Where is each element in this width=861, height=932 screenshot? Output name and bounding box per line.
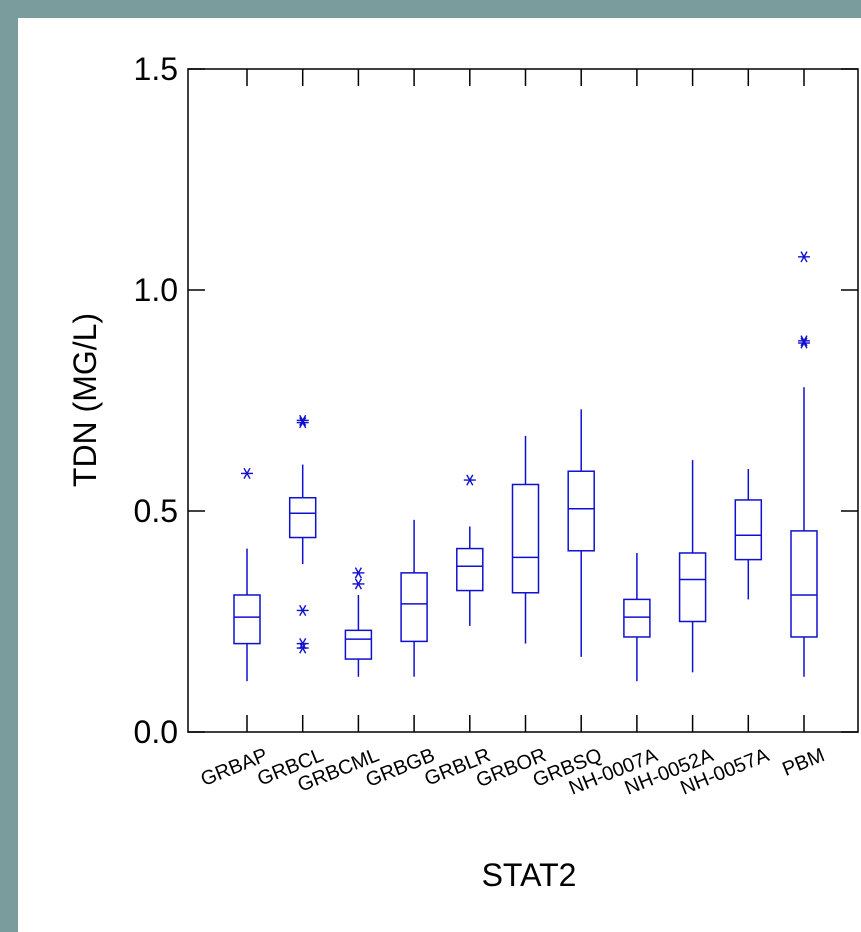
outlier-marker — [296, 638, 309, 650]
box-iqr — [790, 530, 818, 638]
box-iqr — [511, 483, 540, 594]
outlier-marker — [798, 335, 810, 347]
box-iqr — [344, 629, 373, 660]
outlier-stroke — [800, 251, 808, 263]
box-grbap — [233, 467, 261, 682]
outlier-stroke — [354, 567, 363, 579]
outlier-marker — [296, 417, 309, 429]
box-iqr — [456, 547, 484, 592]
y-tick-label: 1.0 — [134, 272, 178, 308]
outlier-marker — [296, 642, 309, 654]
chart-frame: 0.0 0.5 1.0 1.5 GRBAP GRBCL GRBCML GRBGB GRBLR G… — [18, 18, 861, 932]
box-grbor — [511, 435, 540, 644]
outlier-stroke — [299, 642, 307, 654]
box-plot-chart: 0.0 0.5 1.0 1.5 GRBAPGRBCLGRBCMLGRBGBGRBLRG… — [67, 51, 859, 893]
outlier-marker — [352, 578, 365, 590]
plot-area-border — [187, 68, 859, 733]
box-iqr — [400, 572, 428, 643]
outlier-stroke — [299, 417, 307, 429]
box-grbcml — [344, 567, 373, 677]
box-nh-0057a — [734, 469, 763, 600]
y-tick-label: 1.5 — [134, 51, 178, 87]
box-iqr — [288, 496, 317, 539]
box-iqr — [567, 470, 595, 552]
box-grbgb — [400, 519, 428, 677]
box-grblr — [456, 474, 484, 626]
y-axis: 0.0 0.5 1.0 1.5 — [134, 51, 858, 750]
x-tick-label: PBM — [779, 744, 827, 781]
outlier-stroke — [354, 578, 363, 590]
box-iqr — [734, 499, 763, 561]
outlier-marker — [352, 567, 365, 579]
box-nh-0007a — [623, 552, 651, 682]
outlier-stroke — [800, 335, 808, 347]
box-iqr — [678, 552, 707, 623]
box-series — [233, 251, 818, 682]
outlier-stroke — [243, 467, 251, 479]
y-axis-label: TDN (MG/L) — [67, 313, 103, 487]
x-axis-label: STAT2 — [482, 857, 577, 893]
outlier-marker — [463, 474, 476, 486]
outlier-marker — [798, 337, 810, 349]
outlier-stroke — [299, 414, 307, 426]
y-tick-label: 0.5 — [134, 493, 178, 529]
box-nh-0052a — [678, 460, 707, 673]
outlier-marker — [296, 604, 309, 617]
outlier-marker — [798, 251, 810, 263]
box-pbm — [790, 251, 818, 677]
y-tick-label: 0.0 — [134, 714, 178, 750]
outlier-stroke — [800, 337, 808, 349]
x-axis: GRBAPGRBCLGRBCMLGRBGBGRBLRGRBORGRBSQNH-0… — [198, 69, 828, 800]
outlier-marker — [296, 414, 309, 426]
outlier-stroke — [466, 474, 474, 486]
box-grbsq — [567, 409, 595, 657]
box-grbcl — [288, 414, 317, 654]
outlier-marker — [241, 467, 253, 479]
outlier-stroke — [299, 638, 307, 650]
box-iqr — [623, 598, 651, 638]
outlier-stroke — [299, 604, 307, 617]
box-iqr — [233, 594, 261, 645]
